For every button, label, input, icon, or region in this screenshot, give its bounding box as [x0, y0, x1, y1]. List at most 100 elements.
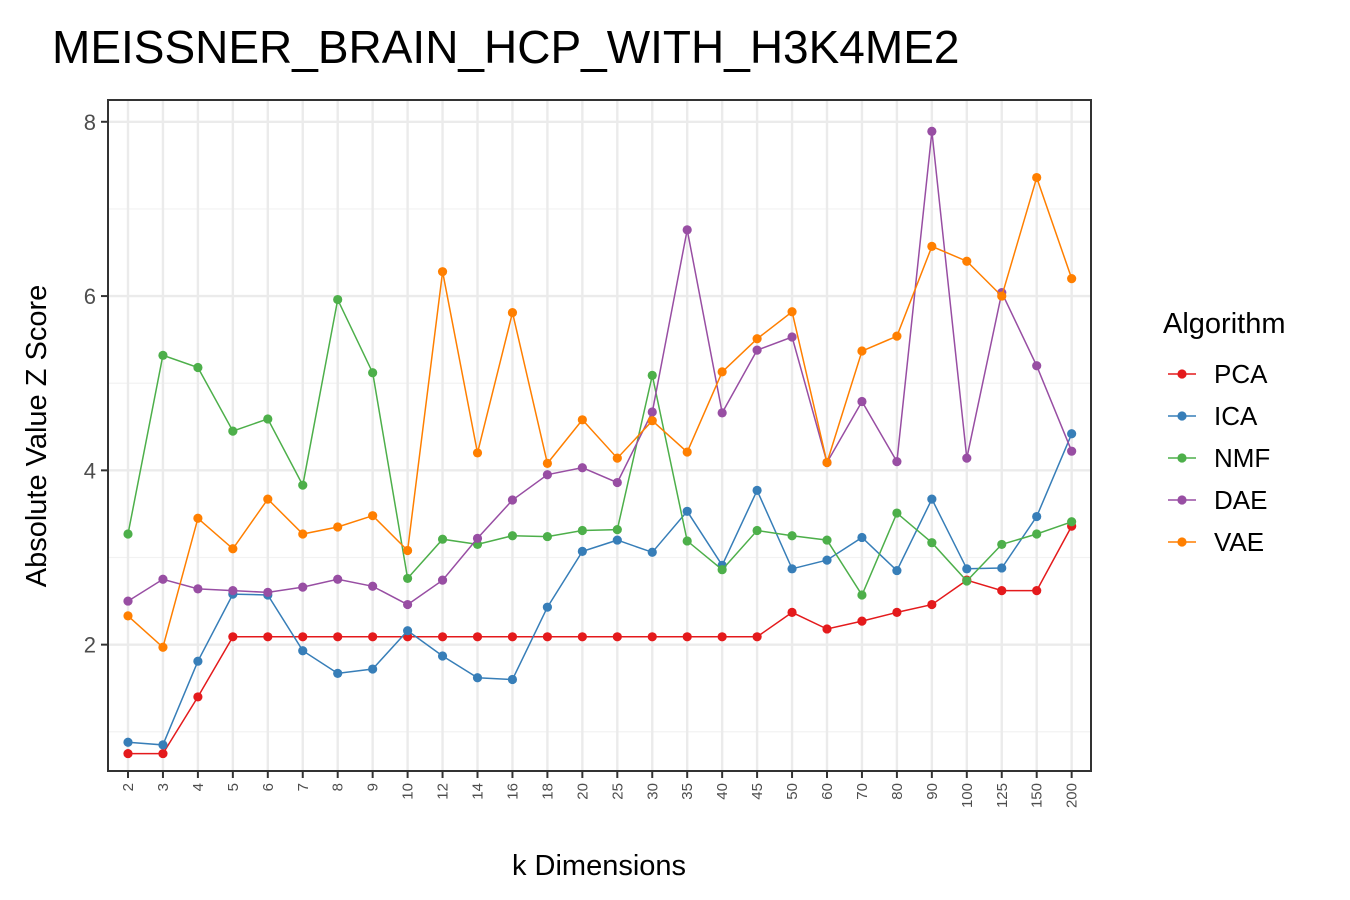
- point-ica: [437, 651, 448, 661]
- point-vae: [822, 457, 832, 468]
- legend-label-vae: VAE: [1214, 527, 1264, 557]
- x-tick-label: 25: [609, 783, 626, 800]
- point-vae: [752, 334, 762, 344]
- point-vae: [1032, 172, 1042, 183]
- point-pca: [158, 748, 168, 759]
- point-pca: [717, 632, 727, 642]
- series-line-nmf: [127, 297, 1072, 597]
- point-dae: [472, 533, 483, 543]
- x-tick-label: 20: [574, 783, 591, 800]
- x-tick-label: 12: [435, 783, 452, 800]
- y-tick-label: 8: [84, 110, 96, 135]
- point-dae: [123, 596, 133, 606]
- x-tick-label: 90: [924, 783, 941, 800]
- point-nmf: [368, 368, 378, 378]
- point-pca: [1032, 586, 1042, 596]
- point-pca: [822, 624, 832, 634]
- point-nmf: [542, 531, 553, 542]
- point-nmf: [298, 480, 308, 490]
- x-tick-label: 4: [190, 783, 207, 791]
- point-pca: [752, 632, 762, 642]
- point-vae: [472, 448, 483, 458]
- x-tick-label: 10: [400, 783, 417, 800]
- point-dae: [507, 495, 518, 505]
- point-vae: [927, 241, 937, 251]
- point-nmf: [403, 573, 413, 584]
- x-tick-label: 16: [504, 783, 521, 800]
- point-nmf: [717, 565, 727, 575]
- y-tick-label: 6: [84, 284, 96, 309]
- x-tick-label: 18: [539, 783, 556, 800]
- point-vae: [542, 458, 553, 468]
- x-axis-title: k Dimensions: [512, 850, 686, 882]
- point-pca: [577, 632, 587, 642]
- point-vae: [437, 267, 448, 277]
- x-tick-label: 100: [959, 783, 976, 808]
- point-dae: [263, 587, 273, 597]
- point-ica: [1067, 429, 1077, 439]
- point-ica: [298, 646, 308, 656]
- y-axis-title: Absolute Value Z Score: [21, 285, 53, 588]
- point-ica: [787, 564, 797, 574]
- point-ica: [577, 546, 587, 557]
- legend-key-point-nmf: [1177, 453, 1187, 463]
- point-dae: [682, 225, 692, 235]
- x-tick-label: 14: [470, 783, 487, 800]
- point-ica: [612, 535, 622, 545]
- point-pca: [437, 632, 448, 642]
- point-dae: [228, 586, 238, 596]
- point-nmf: [787, 531, 797, 541]
- x-tick-label: 9: [365, 783, 382, 791]
- point-dae: [193, 584, 203, 594]
- point-ica: [1032, 511, 1042, 522]
- point-vae: [263, 494, 273, 504]
- x-tick-label: 50: [784, 783, 801, 800]
- x-tick-label: 30: [644, 783, 661, 800]
- x-tick-label: 150: [1029, 783, 1046, 808]
- point-ica: [682, 506, 692, 516]
- point-vae: [368, 511, 378, 521]
- legend-key-point-pca: [1177, 369, 1187, 379]
- x-tick-label: 8: [330, 783, 347, 791]
- point-pca: [368, 632, 378, 642]
- point-dae: [298, 582, 308, 592]
- x-tick-label: 40: [714, 783, 731, 800]
- x-tick-label: 7: [295, 783, 312, 791]
- point-ica: [368, 664, 378, 674]
- x-tick-label: 3: [155, 783, 172, 791]
- point-vae: [682, 447, 692, 457]
- point-ica: [927, 494, 937, 504]
- point-pca: [647, 632, 657, 642]
- legend-label-ica: ICA: [1214, 401, 1258, 431]
- series-line-pca: [128, 525, 1073, 755]
- point-ica: [158, 740, 168, 750]
- point-ica: [472, 673, 483, 683]
- point-vae: [123, 611, 133, 621]
- point-nmf: [857, 590, 867, 600]
- point-vae: [997, 291, 1007, 301]
- point-dae: [542, 470, 553, 480]
- point-nmf: [507, 531, 518, 541]
- point-ica: [892, 565, 902, 576]
- legend-label-pca: PCA: [1214, 359, 1268, 389]
- point-ica: [193, 656, 203, 666]
- x-axis: 2 3 4 5 6 7 8 9 10 12 14 16 18 20 25 30 35 40 45 50 60 70 80 90…: [120, 771, 1081, 808]
- point-vae: [857, 346, 867, 356]
- series-line-vae: [127, 175, 1073, 649]
- point-ica: [123, 737, 133, 747]
- point-pca: [333, 632, 343, 642]
- point-vae: [962, 256, 972, 266]
- point-nmf: [822, 535, 832, 545]
- point-vae: [403, 545, 413, 556]
- series-line-ica: [127, 433, 1073, 746]
- point-dae: [158, 574, 168, 584]
- x-tick-label: 70: [854, 783, 871, 800]
- point-pca: [472, 632, 483, 642]
- point-pca: [997, 586, 1007, 596]
- point-vae: [507, 308, 518, 318]
- point-nmf: [158, 350, 168, 360]
- point-dae: [437, 575, 448, 585]
- chart-title: MEISSNER_BRAIN_HCP_WITH_H3K4ME2: [52, 21, 959, 73]
- x-tick-label: 200: [1064, 783, 1081, 808]
- series-line-dae: [127, 131, 1073, 606]
